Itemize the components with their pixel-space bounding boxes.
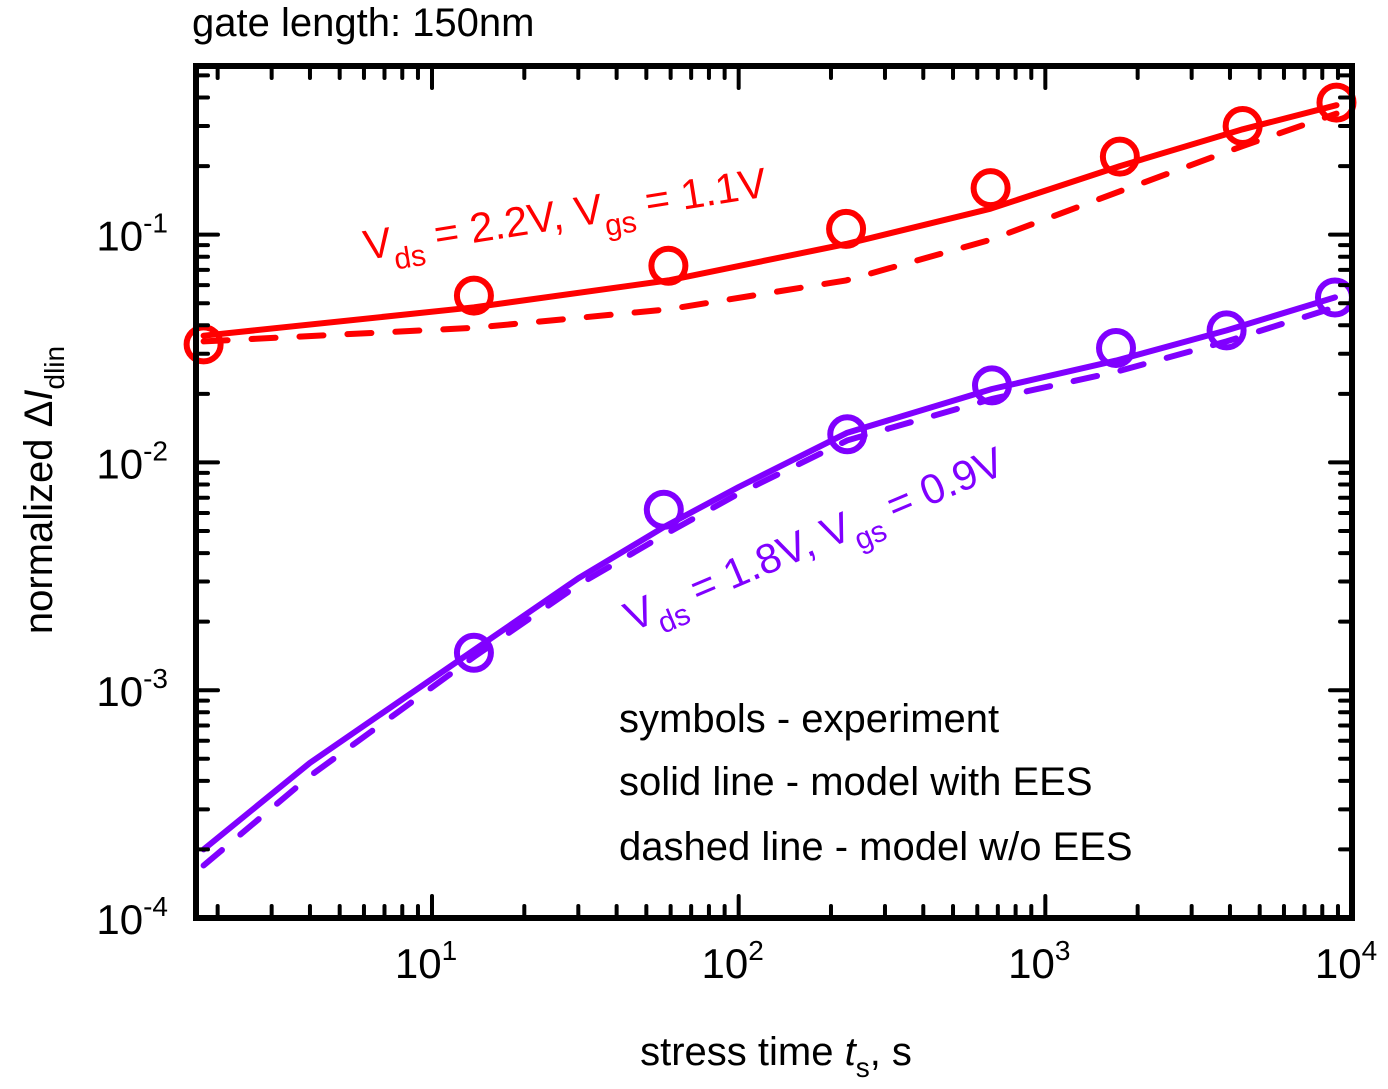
x-tick-label-base: 10 — [395, 940, 442, 987]
data-point-purple — [643, 489, 684, 530]
y-tick-label-base: 10 — [96, 213, 143, 260]
x-tick-label-base: 10 — [1315, 940, 1362, 987]
y-tick-label: 10-1 — [96, 208, 168, 260]
y-tick-label: 10-2 — [96, 435, 168, 487]
x-tick-label: 102 — [702, 935, 764, 987]
series-label-purple: Vds = 1.8V, Vgs = 0.9V — [617, 438, 1015, 652]
data-point-red — [826, 208, 867, 249]
series-lines — [200, 102, 1340, 869]
legend-note-dashed: dashed line - model w/o EES — [619, 825, 1133, 869]
legend-note-solid: solid line - model with EES — [619, 760, 1093, 804]
solid-line-red — [200, 102, 1340, 339]
y-tick-label-exp: -4 — [143, 891, 168, 922]
y-tick-label-exp: -3 — [143, 663, 168, 694]
dashed-line-red — [200, 110, 1340, 345]
series-label-purple-end: = 0.9V — [869, 438, 1011, 534]
data-point-red — [648, 245, 689, 286]
data-point-red — [1099, 136, 1140, 177]
x-tick-labels: 101 102 103 104 — [395, 935, 1377, 987]
x-axis-label-unit: , s — [870, 1030, 912, 1074]
x-axis-label-sub: s — [856, 1052, 870, 1083]
x-axis-label-main: stress time — [640, 1030, 844, 1074]
chart-title: gate length: 150nm — [192, 1, 534, 45]
series-label-red-v1: V — [360, 218, 395, 269]
y-tick-labels: 10-110-210-310-4 — [96, 208, 168, 943]
data-point-red — [970, 168, 1011, 209]
y-axis-label-var: I — [17, 389, 61, 400]
solid-line-purple — [200, 294, 1338, 853]
y-tick-label: 10-3 — [96, 663, 168, 715]
y-axis-label: normalized ΔIdlin — [17, 346, 70, 634]
x-tick-label: 101 — [395, 935, 457, 987]
x-tick-label-exp: 4 — [1362, 935, 1378, 966]
x-axis-label: stress time ts, s — [640, 1030, 912, 1083]
data-point-purple — [453, 632, 494, 673]
x-tick-label-exp: 3 — [1055, 935, 1071, 966]
x-axis-label-var: t — [845, 1030, 858, 1074]
data-point-purple — [1206, 310, 1247, 351]
data-point-red — [183, 324, 224, 365]
series-label-red: Vds = 2.2V, Vgs = 1.1V — [360, 159, 772, 281]
series-label-red-sub2: gs — [603, 205, 639, 243]
x-tick-label: 103 — [1008, 935, 1070, 987]
x-tick-label-exp: 1 — [442, 935, 458, 966]
y-tick-label: 10-4 — [96, 891, 168, 943]
plot-frame — [193, 63, 1355, 921]
x-tick-label-exp: 2 — [748, 935, 764, 966]
data-point-purple — [971, 365, 1012, 406]
series-label-purple-mid: = 1.8V, V — [672, 503, 858, 617]
data-point-red — [453, 275, 494, 316]
legend-note-symbols: symbols - experiment — [619, 697, 999, 741]
axis-ticks — [194, 64, 1354, 920]
x-tick-label-base: 10 — [702, 940, 749, 987]
series-label-red-end: = 1.1V — [630, 159, 770, 226]
series-label-red-sub1: ds — [392, 239, 428, 277]
y-tick-label-base: 10 — [96, 896, 143, 943]
series-label-red-mid: = 2.2V, V — [419, 185, 606, 260]
y-axis-label-sub: dlin — [39, 346, 70, 390]
y-tick-label-base: 10 — [96, 668, 143, 715]
data-point-red — [1222, 105, 1263, 146]
data-point-purple — [1096, 327, 1137, 368]
y-tick-label-exp: -1 — [143, 208, 168, 239]
x-tick-label-base: 10 — [1008, 940, 1055, 987]
y-axis-label-main: normalized Δ — [17, 401, 61, 634]
y-tick-label-base: 10 — [96, 440, 143, 487]
y-tick-label-exp: -2 — [143, 435, 168, 466]
x-tick-label: 104 — [1315, 935, 1377, 987]
data-point-purple — [827, 414, 868, 455]
